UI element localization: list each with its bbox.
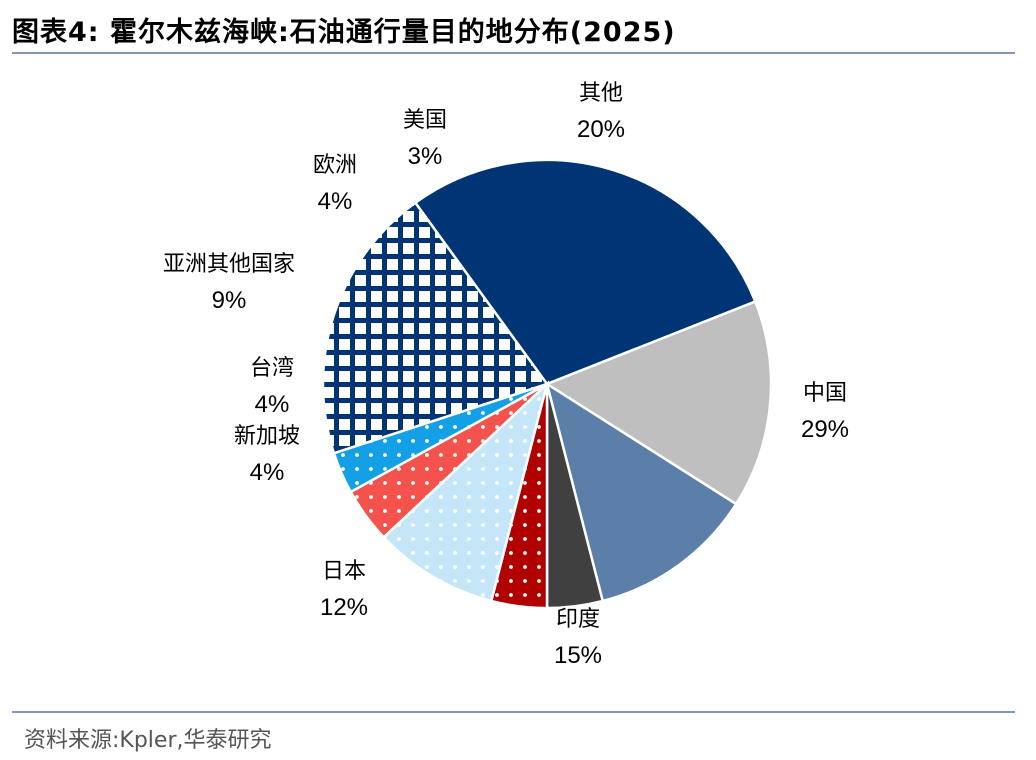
slice-percent-label: 15% (554, 642, 602, 669)
bottom-divider (12, 711, 1015, 713)
slice-8-其他 (321, 201, 550, 455)
top-divider (12, 52, 1015, 54)
slice-name-label: 欧洲 (313, 153, 357, 178)
slice-percent-label: 20% (577, 116, 625, 143)
pie-chart: 中国 29% 印度 15% 日本 12% 新加坡 4% 台湾 4% 亚洲其他国家 9% 欧洲 4% 美国 3%… (163, 81, 849, 669)
source-note: 资料来源:Kpler,华泰研究 (24, 728, 272, 753)
slice-2-日本 (545, 381, 738, 603)
slice-name-label: 新加坡 (234, 424, 300, 449)
slice-5-dot-pattern (383, 384, 547, 601)
slice-7-dot-pattern (333, 384, 547, 492)
slice-percent-label: 29% (801, 416, 849, 443)
slice-name-label: 台湾 (250, 356, 294, 381)
slice-name-label: 亚洲其他国家 (163, 252, 295, 277)
slice-percent-label: 9% (212, 287, 247, 314)
slice-name-label: 中国 (803, 381, 847, 406)
chart-title: 图表4: 霍尔木兹海峡:石油通行量目的地分布(2025) (12, 17, 676, 48)
slice-name-label: 日本 (322, 559, 366, 584)
slice-percent-label: 3% (408, 143, 443, 170)
slice-percent-label: 4% (255, 391, 290, 418)
slice-0-中国 (413, 158, 757, 386)
slice-percent-label: 4% (318, 188, 353, 215)
slice-6-dot-pattern (350, 384, 547, 538)
slice-percent-label: 12% (320, 594, 368, 621)
slice-name-label: 其他 (579, 81, 623, 106)
slice-name-label: 美国 (403, 108, 447, 133)
slice-name-label: 印度 (556, 607, 600, 632)
slice-1-印度 (544, 299, 773, 506)
slice-percent-label: 4% (250, 459, 285, 486)
